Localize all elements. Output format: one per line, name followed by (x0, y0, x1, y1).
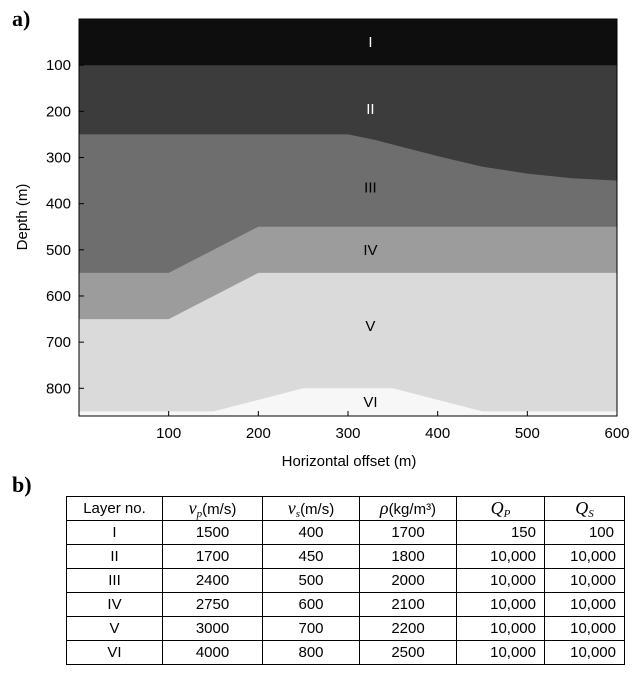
y-ticks: 100 200 300 400 500 600 700 800 (46, 57, 84, 397)
cell-rho: 2200 (359, 616, 457, 641)
header-vs: vs(m/s) (262, 496, 360, 521)
x-tick-label: 200 (246, 425, 271, 442)
table-row: VI 4000 800 2500 10,000 10,000 (66, 640, 625, 665)
x-tick-label: 300 (335, 425, 360, 442)
table-row: III 2400 500 2000 10,000 10,000 (66, 568, 625, 593)
y-tick-label: 100 (46, 57, 71, 74)
cell-vp: 2400 (162, 568, 263, 593)
panel-b-label: b) (12, 472, 32, 497)
x-tick-label: 400 (425, 425, 450, 442)
layer-label-iii: III (364, 179, 377, 196)
cell-layer: I (66, 520, 163, 545)
header-vp: vp(m/s) (162, 496, 263, 521)
cell-layer: II (66, 544, 163, 569)
cell-vp: 4000 (162, 640, 263, 665)
y-axis-label: Depth (m) (14, 184, 31, 251)
cell-layer: IV (66, 592, 163, 617)
y-tick-label: 600 (46, 288, 71, 305)
x-ticks: 100 200 300 400 500 600 (156, 411, 630, 442)
cell-vp: 3000 (162, 616, 263, 641)
table-header-row: Layer no. vp(m/s) vs(m/s) ρ(kg/m³) QP QS (66, 496, 625, 521)
y-tick-label: 800 (46, 380, 71, 397)
layers-group (79, 19, 617, 416)
layer-label-ii: II (366, 101, 374, 118)
cell-rho: 2000 (359, 568, 457, 593)
x-axis-label: Horizontal offset (m) (282, 453, 417, 470)
cell-vp: 2750 (162, 592, 263, 617)
cell-qs: 10,000 (544, 544, 625, 569)
y-tick-label: 500 (46, 242, 71, 259)
table-row: IV 2750 600 2100 10,000 10,000 (66, 592, 625, 617)
y-tick-label: 400 (46, 196, 71, 213)
layer-vi-region (79, 388, 617, 416)
cell-vs: 500 (262, 568, 360, 593)
cell-qs: 10,000 (544, 568, 625, 593)
x-tick-label: 600 (604, 425, 629, 442)
cell-layer: VI (66, 640, 163, 665)
cell-qp: 10,000 (456, 640, 545, 665)
cell-qs: 10,000 (544, 616, 625, 641)
cell-qs: 10,000 (544, 640, 625, 665)
y-tick-label: 700 (46, 334, 71, 351)
cell-vp: 1500 (162, 520, 263, 545)
cell-qp: 150 (456, 520, 545, 545)
layer-label-iv: IV (363, 242, 377, 259)
table-row: V 3000 700 2200 10,000 10,000 (66, 616, 625, 641)
layer-v-region (79, 272, 617, 416)
layer-label-vi: VI (363, 394, 377, 411)
cell-vs: 450 (262, 544, 360, 569)
cell-layer: III (66, 568, 163, 593)
header-rho: ρ(kg/m³) (359, 496, 457, 521)
cell-qp: 10,000 (456, 616, 545, 641)
x-tick-label: 500 (515, 425, 540, 442)
layer-label-i: I (368, 34, 372, 51)
cell-rho: 1800 (359, 544, 457, 569)
cell-qp: 10,000 (456, 568, 545, 593)
y-tick-label: 300 (46, 149, 71, 166)
x-tick-label: 100 (156, 425, 181, 442)
header-layer-no: Layer no. (66, 496, 163, 521)
cell-rho: 2100 (359, 592, 457, 617)
header-qs: QS (544, 496, 625, 521)
cell-qp: 10,000 (456, 544, 545, 569)
cell-qs: 10,000 (544, 592, 625, 617)
cell-qp: 10,000 (456, 592, 545, 617)
cell-vs: 800 (262, 640, 360, 665)
cell-rho: 1700 (359, 520, 457, 545)
cell-qs: 100 (544, 520, 625, 545)
cell-vs: 400 (262, 520, 360, 545)
layer-label-v: V (365, 318, 375, 335)
cell-vs: 600 (262, 592, 360, 617)
y-tick-label: 200 (46, 103, 71, 120)
header-qp: QP (456, 496, 545, 521)
layer-properties-table: Layer no. vp(m/s) vs(m/s) ρ(kg/m³) QP QS… (66, 496, 625, 665)
cell-layer: V (66, 616, 163, 641)
table-row: I 1500 400 1700 150 100 (66, 520, 625, 545)
cell-vp: 1700 (162, 544, 263, 569)
panel-a-label: a) (12, 6, 31, 31)
cell-vs: 700 (262, 616, 360, 641)
table-row: II 1700 450 1800 10,000 10,000 (66, 544, 625, 569)
cell-rho: 2500 (359, 640, 457, 665)
